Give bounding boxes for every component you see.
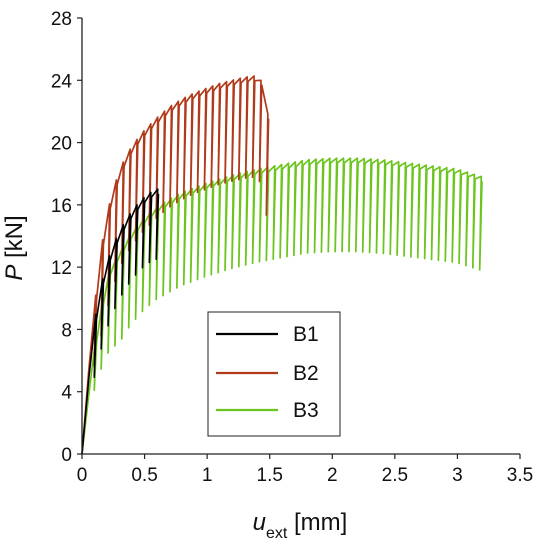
y-tick-label: 24: [51, 71, 73, 92]
x-tick-label: 3: [452, 465, 463, 486]
x-tick-label: 1: [202, 465, 213, 486]
x-axis-label-sub: ext: [266, 525, 288, 542]
x-axis-label-unit: [mm]: [287, 509, 347, 536]
x-tick-label: 2: [327, 465, 338, 486]
x-tick-label: 3.5: [507, 465, 533, 486]
x-tick-label: 2.5: [382, 465, 408, 486]
x-tick-label: 0.5: [131, 465, 157, 486]
x-tick-label: 0: [77, 465, 88, 486]
y-axis-label: P [kN]: [1, 215, 28, 280]
legend-label-b2: B2: [293, 362, 319, 385]
series-line-b1: [81, 188, 160, 455]
series-line-b2: [81, 75, 270, 455]
axes: 0 0.5 1 1.5 2 2.5 3 3.5 0 4 8 12 16 20 24 28: [51, 9, 533, 486]
legend: B1 B2 B3: [207, 311, 341, 437]
y-tick-label: 16: [51, 196, 72, 217]
y-tick-label: 12: [51, 258, 72, 279]
x-axis-label: uext [mm]: [253, 509, 348, 542]
y-tick-label: 20: [51, 134, 72, 155]
y-tick-label: 28: [51, 9, 72, 30]
legend-label-b1: B1: [293, 323, 319, 346]
x-tick-label: 1.5: [257, 465, 283, 486]
plot-area: [81, 75, 483, 455]
y-axis-label-main: P: [1, 265, 28, 281]
y-axis-label-unit: [kN]: [1, 215, 28, 264]
x-axis-label-main: u: [253, 509, 266, 536]
y-tick-label: 8: [61, 320, 72, 341]
legend-label-b3: B3: [293, 399, 319, 422]
y-tick-label: 4: [61, 383, 72, 404]
y-tick-label: 0: [61, 445, 72, 466]
